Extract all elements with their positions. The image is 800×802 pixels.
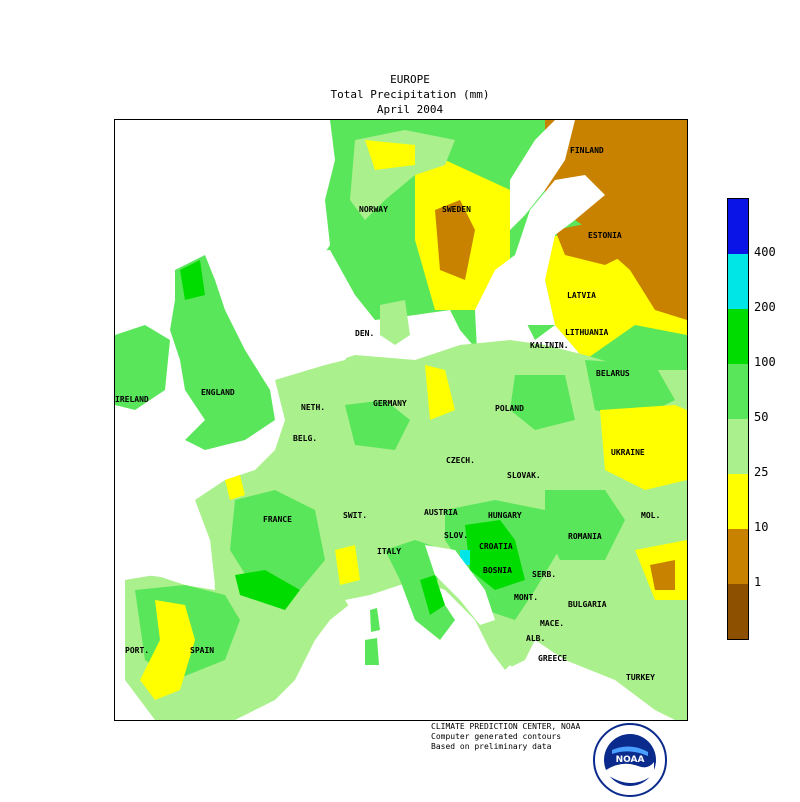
map-title: EUROPE <box>390 73 430 86</box>
label-estonia: ESTONIA <box>588 231 622 240</box>
label-france: FRANCE <box>263 515 292 524</box>
label-serb: SERB. <box>532 570 556 579</box>
legend-swatch <box>728 254 748 309</box>
legend-swatch <box>728 529 748 584</box>
label-mol: MOL. <box>641 511 660 520</box>
label-latvia: LATVIA <box>567 291 596 300</box>
label-belarus: BELARUS <box>596 369 630 378</box>
land-denmark <box>380 300 410 345</box>
zone-romania-green <box>545 490 625 560</box>
sea-adriatic <box>425 545 495 625</box>
label-ukraine: UKRAINE <box>611 448 645 457</box>
label-germany: GERMANY <box>373 399 407 408</box>
legend-level-label: 10 <box>754 520 769 534</box>
label-romania: ROMANIA <box>568 532 602 541</box>
label-greece: GREECE <box>538 654 567 663</box>
label-poland: POLAND <box>495 404 524 413</box>
land-continent <box>125 340 687 720</box>
legend-level-label: 1 <box>754 575 762 589</box>
label-slov: SLOV. <box>444 531 468 540</box>
label-italy: ITALY <box>377 547 401 556</box>
label-ireland: IRELAND <box>115 395 149 404</box>
zone-germany-yellow <box>425 365 455 420</box>
label-sweden: SWEDEN <box>442 205 471 214</box>
legend-swatch <box>728 419 748 474</box>
label-croatia: CROATIA <box>479 542 513 551</box>
label-den: DEN. <box>355 329 374 338</box>
credit-line-1: CLIMATE PREDICTION CENTER, NOAA <box>431 722 581 731</box>
legend-level-label: 100 <box>754 355 776 369</box>
land-corsica <box>370 608 380 632</box>
zone-belarus-green <box>585 360 675 420</box>
label-austria: AUSTRIA <box>424 508 458 517</box>
legend-level-label: 50 <box>754 410 769 424</box>
zone-france-green <box>230 490 325 590</box>
label-belg: BELG. <box>293 434 317 443</box>
label-czech: CZECH. <box>446 456 475 465</box>
zone-spain-yellow <box>140 600 195 700</box>
zone-france-yellow <box>225 475 245 500</box>
label-kalinin: KALININ. <box>530 341 569 350</box>
precipitation-legend <box>727 198 749 640</box>
label-bosnia: BOSNIA <box>483 566 512 575</box>
noaa-logo: NOAA <box>592 722 668 798</box>
legend-swatch <box>728 364 748 419</box>
map-period: April 2004 <box>376 103 444 116</box>
zone-croatia-wet <box>465 520 525 590</box>
sea-gulf-bothnia <box>510 120 575 230</box>
land-britain <box>170 255 275 450</box>
label-hungary: HUNGARY <box>488 511 522 520</box>
label-mont: MONT. <box>514 593 538 602</box>
map-variable: Total Precipitation (mm) <box>330 88 490 101</box>
label-turkey: TURKEY <box>626 673 655 682</box>
legend-level-label: 200 <box>754 300 776 314</box>
label-swit: SWIT. <box>343 511 367 520</box>
zone-sweden-brown <box>435 200 475 280</box>
legend-level-label: 400 <box>754 245 776 259</box>
legend-swatch <box>728 309 748 364</box>
zone-scotland-wet <box>180 260 205 300</box>
sea-biscay <box>115 540 215 585</box>
sea-north <box>210 250 365 375</box>
zone-poland-green <box>510 375 575 430</box>
legend-swatch <box>728 584 748 639</box>
legend-level-label: 25 <box>754 465 769 479</box>
noaa-logo-text: NOAA <box>616 755 645 765</box>
legend-swatch <box>728 199 748 254</box>
zone-estonia-brown <box>555 220 635 265</box>
zone-pyrenees-wet <box>235 570 300 610</box>
legend-swatch <box>728 474 748 529</box>
sea-tyrrhenian <box>345 590 420 665</box>
label-slovak: SLOVAK. <box>507 471 541 480</box>
zone-norway-yellow <box>365 140 415 170</box>
credit-line-2: Computer generated contours <box>431 732 562 741</box>
zone-germany-green <box>345 400 410 450</box>
credit-block: CLIMATE PREDICTION CENTER, NOAA Computer… <box>431 722 580 752</box>
sea-baltic <box>475 175 605 350</box>
label-finland: FINLAND <box>570 146 604 155</box>
zone-moldova-brown <box>650 560 675 590</box>
credit-line-3: Based on preliminary data <box>431 742 552 751</box>
land-ireland <box>115 325 170 410</box>
precipitation-map: FINLAND NORWAY SWEDEN ESTONIA LATVIA LIT… <box>114 119 688 721</box>
label-norway: NORWAY <box>359 205 388 214</box>
label-england: ENGLAND <box>201 388 235 397</box>
zone-ukraine-yellow <box>600 405 687 490</box>
zone-italy-wet <box>420 575 445 615</box>
label-spain: SPAIN <box>190 646 214 655</box>
label-bulgaria: BULGARIA <box>568 600 607 609</box>
label-neth: NETH. <box>301 403 325 412</box>
sea-mediterranean <box>245 620 655 720</box>
label-mace: MACE. <box>540 619 564 628</box>
zone-italy-yellow <box>335 545 360 585</box>
zone-baltic-yellow <box>535 230 687 360</box>
land-sardinia <box>365 638 379 665</box>
label-alb: ALB. <box>526 634 545 643</box>
label-port: PORT. <box>125 646 149 655</box>
label-lithuania: LITHUANIA <box>565 328 609 337</box>
